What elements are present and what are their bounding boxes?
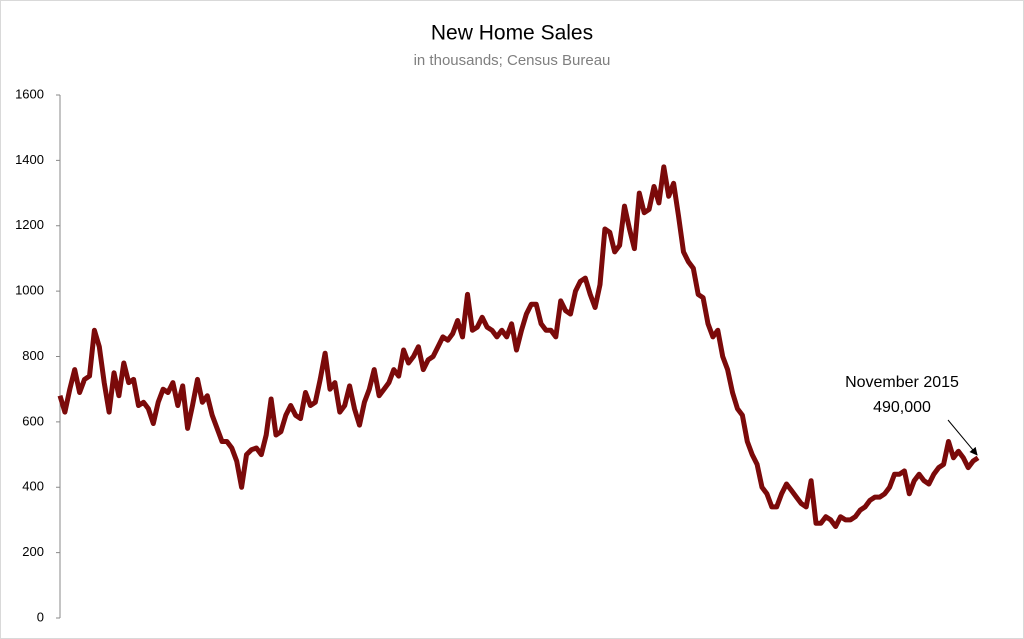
y-tick-label: 1400 [15,152,44,167]
y-tick-label: 1000 [15,283,44,298]
chart-subtitle: in thousands; Census Bureau [414,52,611,69]
annotation-text: 490,000 [873,399,931,416]
chart-title: New Home Sales [431,22,593,45]
y-tick-label: 1600 [15,86,44,101]
y-tick-label: 0 [37,609,44,624]
y-tick-label: 800 [22,348,44,363]
series-line [57,164,980,529]
y-tick-label: 400 [22,479,44,494]
y-tick-label: 200 [22,544,44,559]
annotation-arrow [947,419,978,456]
annotation-text: November 2015 [845,374,959,391]
y-tick-label: 1200 [15,217,44,232]
y-tick-label: 600 [22,413,44,428]
